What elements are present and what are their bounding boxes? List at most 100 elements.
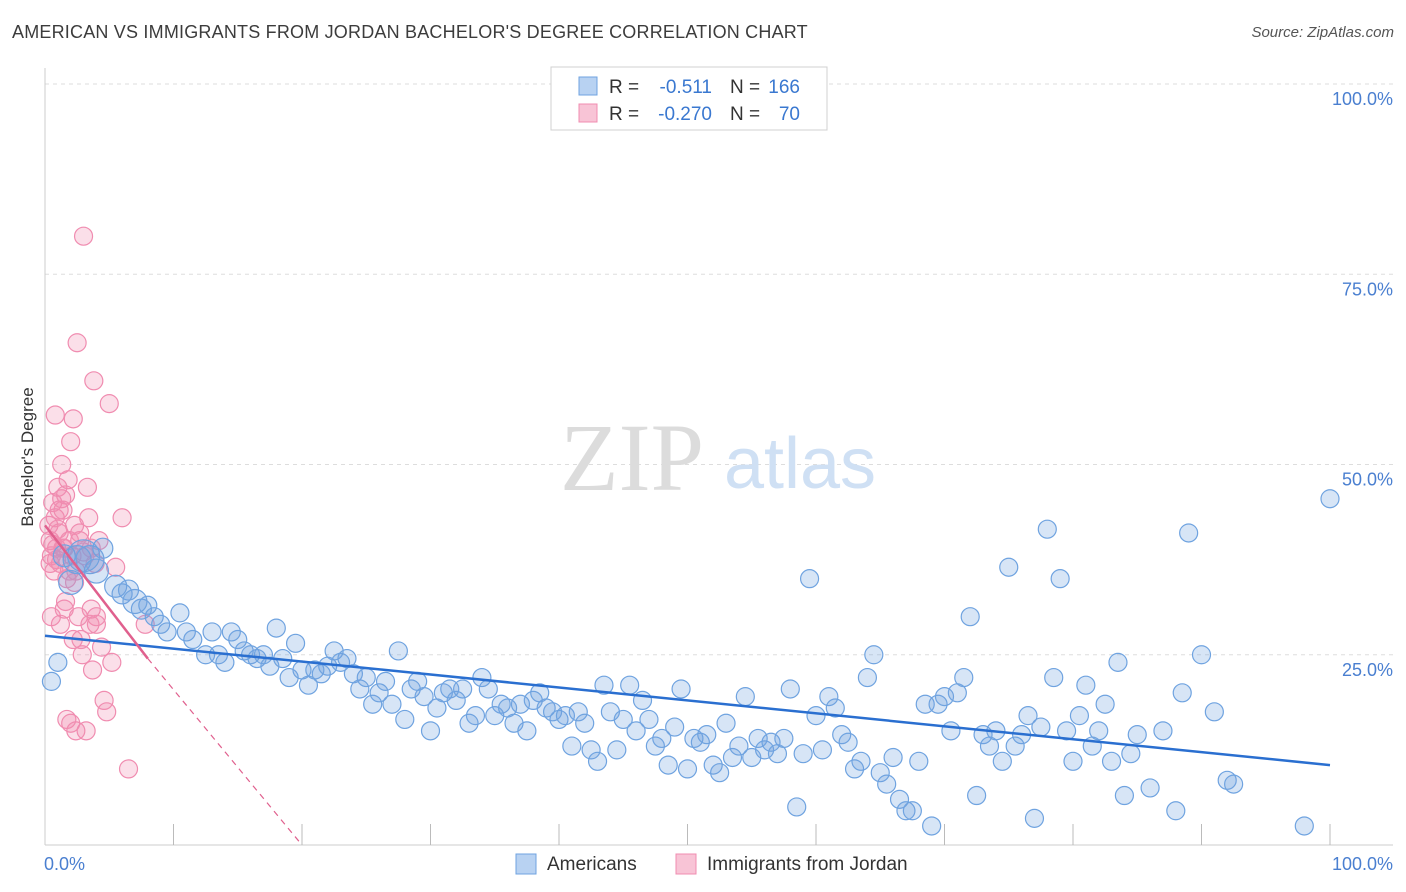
americans-point [665,717,685,737]
x-tick-label-max: 100.0% [1332,854,1393,874]
americans-point [587,751,608,771]
jordan-point [81,599,101,619]
americans-point [710,763,730,783]
americans-point [690,732,710,752]
americans-point [446,690,466,711]
jordan-point [112,508,132,528]
americans-point [568,702,588,722]
jordan-point [49,500,69,520]
jordan-point [73,226,94,246]
americans-point [75,545,105,575]
americans-point [1024,808,1045,828]
americans-point [1121,744,1141,764]
jordan-point [77,477,98,497]
americans-point [780,679,800,699]
americans-point [889,789,910,809]
americans-point [382,694,402,714]
americans-point [202,622,222,642]
jordan-point [63,409,83,429]
americans-point [363,694,383,714]
legend-n-label-jordan: N = [730,104,760,125]
americans-point [1153,721,1173,741]
chart-title: AMERICAN VS IMMIGRANTS FROM JORDAN BACHE… [12,22,808,42]
bottom-legend-swatch-americans [515,853,537,875]
americans-point [1031,717,1051,737]
americans-point [1050,569,1070,589]
americans-point [1179,523,1199,543]
americans-point [626,721,646,741]
jordan-point [102,652,122,672]
bottom-legend-label-americans: Americans [547,854,637,875]
americans-point [999,557,1019,577]
americans-trend-line [44,634,1331,767]
americans-point [761,732,781,752]
americans-point [671,679,691,699]
americans-point [83,558,110,584]
americans-point [806,706,826,726]
americans-point [677,759,698,779]
source-label: Source: ZipAtlas.com [1251,24,1394,41]
americans-point [459,713,479,733]
americans-point [1114,785,1135,806]
americans-point [658,755,678,775]
bottom-legend-swatch-jordan [675,853,697,875]
jordan-point [94,690,114,711]
americans-point [478,679,498,699]
americans-point [48,652,68,672]
americans-point [902,801,922,821]
americans-point [138,595,158,615]
jordan-point [67,333,87,353]
americans-point [1018,706,1038,726]
americans-point [1095,694,1115,714]
jordan-point [118,759,139,779]
stats-legend: R = -0.511 N = 166 R = -0.270 N = 70 [550,66,828,131]
y-tick-label: 50.0% [1342,470,1393,490]
americans-point [877,774,897,794]
jordan-point [84,371,104,391]
americans-point [183,629,203,650]
americans-point [369,683,389,703]
americans-point [793,744,813,764]
legend-n-value-jordan: 70 [779,104,800,125]
americans-point [1063,751,1083,771]
americans-point [825,698,845,718]
americans-point [703,755,723,775]
americans-point [851,751,871,771]
americans-point [729,736,749,756]
jordan-point [61,432,81,452]
americans-point [420,721,441,741]
americans-point [1224,774,1244,794]
americans-point [799,569,820,589]
americans-point [1320,489,1340,509]
jordan-point [58,470,78,490]
jordan-point [48,477,68,497]
jordan-point [45,405,65,425]
americans-point [542,702,563,722]
americans-point [812,740,833,760]
americans-point [510,694,531,714]
americans-point [883,747,903,768]
bottom-legend-label-jordan: Immigrants from Jordan [707,854,908,875]
americans-point [934,687,955,707]
americans-point [928,694,948,714]
americans-point [922,816,942,836]
y-tick-label: 100.0% [1332,89,1393,109]
jordan-point [76,721,96,741]
americans-point [967,785,987,806]
americans-point [787,797,807,817]
americans-point [992,751,1012,771]
americans-point [896,801,916,821]
americans-point [111,583,133,605]
americans-point [620,675,640,695]
americans-point [453,679,473,699]
legend-n-value-americans: 166 [768,77,800,98]
americans-point [92,537,114,559]
americans-point [388,641,408,661]
americans-point [1294,816,1314,836]
y-tick-label: 75.0% [1342,279,1393,299]
jordan-point [66,721,86,741]
americans-point [1076,675,1096,695]
jordan-point [82,660,103,680]
americans-point [838,732,858,752]
legend-swatch-americans [578,76,598,96]
